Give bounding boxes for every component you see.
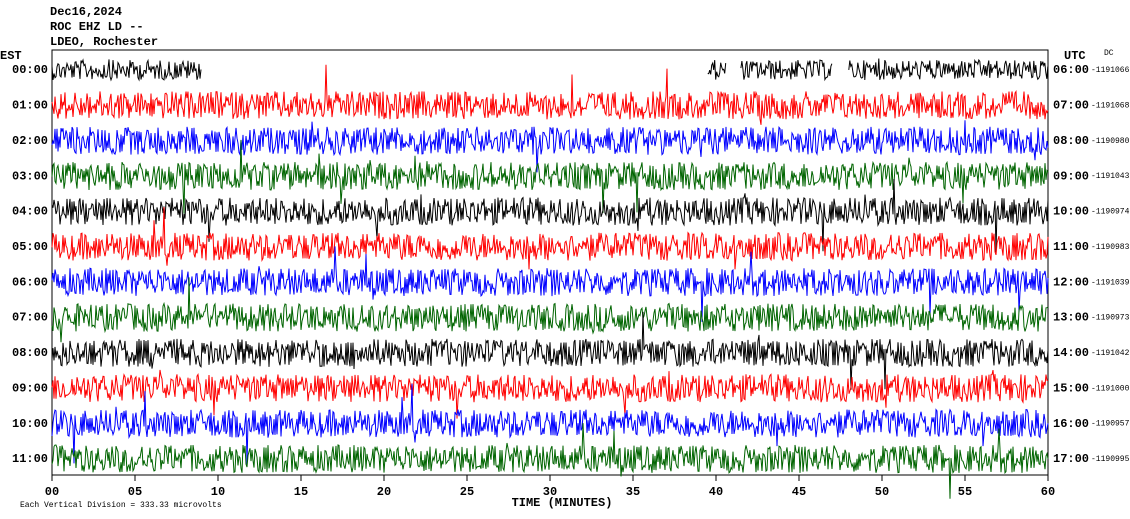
dc-value: -1190983	[1091, 243, 1130, 252]
x-tick-label: 35	[626, 485, 640, 499]
row-label-left: 07:00	[12, 311, 48, 325]
row-label-left: 06:00	[12, 275, 48, 289]
dc-value: -1191042	[1091, 349, 1130, 358]
trace	[51, 64, 1049, 125]
dc-value: -1190957	[1091, 420, 1130, 429]
x-axis-label: TIME (MINUTES)	[512, 496, 613, 510]
dc-value: -1191066	[1091, 66, 1130, 75]
x-tick-label: 25	[460, 485, 474, 499]
trace	[51, 139, 1049, 214]
row-label-left: 04:00	[12, 205, 48, 219]
row-label-right: 13:00	[1053, 311, 1089, 325]
row-label-left: 05:00	[12, 240, 48, 254]
x-tick-label: 00	[45, 485, 59, 499]
x-tick-label: 15	[294, 485, 308, 499]
trace	[51, 311, 1049, 390]
row-label-right: 15:00	[1053, 381, 1089, 395]
trace	[740, 59, 833, 82]
row-label-right: 12:00	[1053, 275, 1089, 289]
row-label-left: 02:00	[12, 134, 48, 148]
dc-value: -1191039	[1091, 278, 1130, 287]
row-label-left: 11:00	[12, 452, 48, 466]
right-axis-label: UTC	[1064, 49, 1086, 63]
dc-value: -1191000	[1091, 384, 1130, 393]
x-tick-label: 30	[543, 485, 557, 499]
station: ROC EHZ LD --	[50, 20, 144, 34]
row-label-left: 03:00	[12, 169, 48, 183]
x-tick-label: 50	[875, 485, 889, 499]
x-tick-label: 60	[1041, 485, 1055, 499]
row-label-left: 00:00	[12, 63, 48, 77]
row-label-right: 09:00	[1053, 169, 1089, 183]
row-label-right: 08:00	[1053, 134, 1089, 148]
x-tick-label: 05	[128, 485, 142, 499]
traces	[51, 58, 1049, 499]
trace	[51, 369, 1049, 419]
dc-label: DC	[1104, 49, 1114, 58]
x-tick-label: 10	[211, 485, 225, 499]
trace	[51, 383, 1049, 465]
x-tick-label: 55	[958, 485, 972, 499]
dc-value: -1190995	[1091, 455, 1130, 464]
dc-value: -1191043	[1091, 172, 1130, 181]
row-label-left: 10:00	[12, 417, 48, 431]
row-label-right: 17:00	[1053, 452, 1089, 466]
trace	[51, 277, 1049, 343]
trace	[51, 423, 1049, 499]
left-axis-label: EST	[0, 49, 22, 63]
trace	[848, 58, 1049, 81]
trace	[707, 60, 727, 80]
date: Dec16,2024	[50, 5, 122, 19]
scale-note: Each Vertical Division = 333.33 microvol…	[20, 501, 222, 510]
trace	[51, 246, 1049, 322]
x-tick-label: 40	[709, 485, 723, 499]
trace	[51, 58, 202, 82]
row-label-right: 07:00	[1053, 99, 1089, 113]
trace	[51, 120, 1049, 173]
row-label-left: 01:00	[12, 99, 48, 113]
dc-value: -1190974	[1091, 208, 1130, 217]
dc-value: -1190973	[1091, 314, 1130, 323]
dc-value: -1190980	[1091, 137, 1130, 146]
row-label-right: 10:00	[1053, 205, 1089, 219]
trace	[51, 206, 1049, 270]
row-label-right: 14:00	[1053, 346, 1089, 360]
row-label-left: 08:00	[12, 346, 48, 360]
row-label-right: 11:00	[1053, 240, 1089, 254]
trace	[51, 178, 1049, 253]
row-label-right: 06:00	[1053, 63, 1089, 77]
x-tick-label: 20	[377, 485, 391, 499]
dc-value: -1191068	[1091, 101, 1130, 110]
row-label-right: 16:00	[1053, 417, 1089, 431]
x-tick-label: 45	[792, 485, 806, 499]
row-label-left: 09:00	[12, 381, 48, 395]
network: LDEO, Rochester	[50, 35, 158, 49]
